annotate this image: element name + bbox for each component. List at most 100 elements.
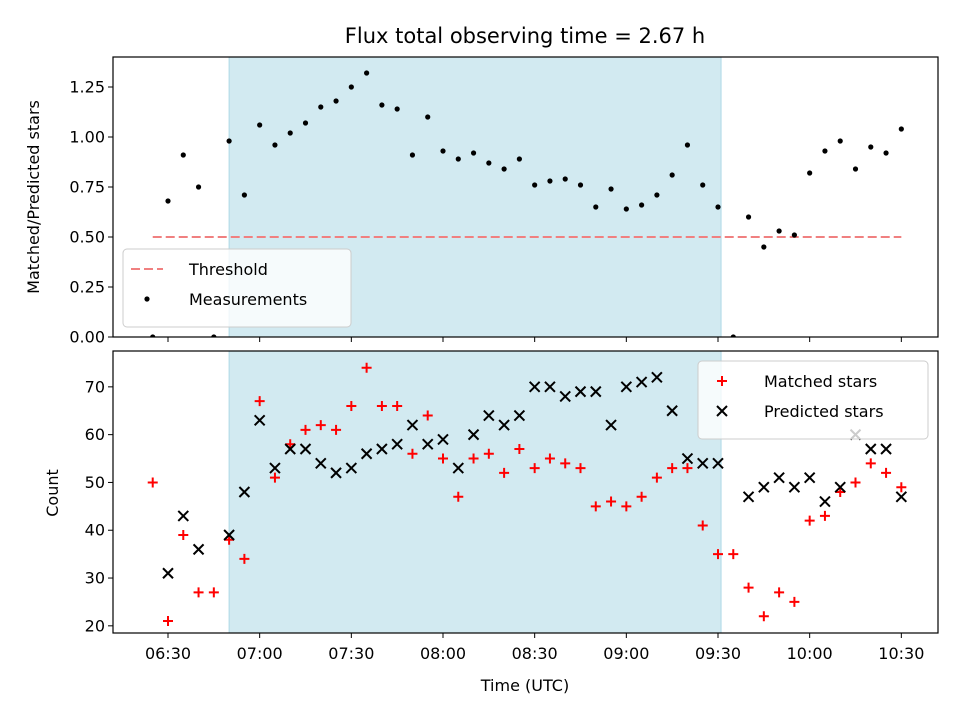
predicted-star-point	[697, 457, 709, 470]
matched-star-point	[163, 616, 173, 627]
x-tick-label: 07:30	[328, 644, 374, 663]
y-tick-label: 30	[85, 569, 105, 588]
x-tick-label: 08:30	[512, 644, 558, 663]
y-tick-label: 1.00	[69, 128, 105, 147]
x-tick-label: 09:30	[695, 644, 741, 663]
measurement-point	[501, 166, 507, 172]
predicted-star-point	[742, 491, 755, 503]
y-tick-label: 1.25	[69, 78, 105, 97]
measurement-point	[761, 244, 767, 250]
measurement-point	[348, 84, 354, 90]
matched-star-point	[560, 458, 571, 469]
y-tick-label: 0.25	[69, 278, 105, 297]
x-axis-label: Time (UTC)	[480, 676, 569, 695]
predicted-star-point	[299, 443, 312, 455]
measurement-point	[455, 156, 461, 162]
matched-star-point	[239, 553, 250, 564]
top-panel-y-axis-label: Matched/Predicted stars	[24, 100, 43, 294]
panel-1-frame	[112, 56, 939, 338]
predicted-star-point	[834, 481, 846, 493]
measurement-point	[700, 182, 706, 188]
measurement-point	[226, 138, 232, 144]
legend-box	[122, 248, 352, 328]
panel-2-marks	[147, 362, 908, 627]
observing-interval-shading	[228, 350, 722, 634]
matched-star-point	[453, 491, 464, 502]
matched-star-point	[392, 400, 403, 411]
legend-matched-swatch	[717, 376, 727, 386]
matched-star-point	[774, 587, 785, 598]
predicted-star-point	[865, 443, 877, 455]
measurement-point	[608, 186, 614, 192]
predicted-star-point	[712, 457, 724, 470]
matched-star-point	[178, 530, 189, 541]
predicted-star-point	[605, 419, 617, 431]
matched-star-point	[208, 587, 219, 598]
predicted-star-point	[437, 433, 449, 446]
legend-predicted-swatch	[716, 405, 728, 417]
measurement-point	[684, 142, 691, 148]
measurement-point	[180, 152, 186, 158]
measurement-point	[669, 172, 675, 178]
predicted-star-point	[498, 419, 510, 431]
matched-star-point	[651, 472, 662, 483]
legend-box	[697, 360, 929, 440]
legend-measurement-swatch	[144, 296, 150, 302]
matched-star-point	[667, 463, 678, 474]
predicted-star-point	[559, 390, 571, 403]
matched-star-point	[804, 515, 815, 526]
matched-star-point	[621, 501, 632, 512]
legend-label: Matched stars	[764, 372, 877, 391]
matched-star-point	[224, 534, 235, 545]
measurement-point	[898, 126, 904, 132]
matched-star-point	[865, 458, 876, 469]
predicted-star-point	[253, 414, 266, 427]
measurement-point	[364, 70, 370, 76]
matched-star-point	[468, 453, 479, 464]
predicted-star-point	[803, 471, 816, 484]
panel-1-marks	[150, 70, 904, 337]
predicted-star-point	[284, 443, 296, 455]
measurement-point	[257, 122, 263, 128]
bottom-panel-y-axis-label: Count	[43, 469, 62, 517]
predicted-star-point	[880, 443, 892, 455]
measurement-point	[547, 178, 553, 184]
matched-star-point	[529, 463, 540, 474]
measurement-point	[807, 170, 813, 176]
measurement-point	[165, 198, 171, 204]
matched-star-point	[682, 463, 693, 474]
matched-star-point	[514, 443, 525, 454]
x-tick-label: 09:00	[603, 644, 649, 663]
measurement-point	[532, 182, 538, 188]
y-tick-label: 0.50	[69, 228, 105, 247]
measurement-point	[302, 120, 309, 126]
matched-star-point	[254, 396, 265, 407]
legend-label: Measurements	[189, 290, 307, 309]
measurement-point	[883, 150, 889, 156]
predicted-star-point	[345, 462, 358, 474]
predicted-star-point	[269, 462, 281, 474]
measurement-point	[486, 160, 492, 166]
y-tick-label: 40	[85, 521, 105, 540]
predicted-star-point	[422, 438, 434, 450]
predicted-star-point	[192, 543, 205, 556]
matched-star-point	[697, 520, 708, 531]
measurement-point	[470, 150, 477, 156]
x-tick-label: 08:00	[420, 644, 466, 663]
matched-star-point	[315, 420, 326, 431]
predicted-star-point	[238, 486, 251, 498]
measurement-point	[822, 148, 828, 154]
measurement-point	[379, 102, 385, 108]
predicted-star-point	[666, 405, 678, 417]
matched-star-point	[147, 477, 158, 488]
measurement-point	[776, 228, 782, 234]
predicted-star-point	[681, 452, 694, 465]
measurement-point	[745, 214, 752, 220]
matched-star-point	[376, 400, 387, 411]
measurement-point	[318, 104, 324, 110]
predicted-star-point	[528, 381, 541, 393]
plot-layer: 0.00 0.25 0.50 0.75 1.00 1.25 Threshold Measure…	[69, 56, 939, 663]
predicted-star-point	[452, 462, 464, 474]
